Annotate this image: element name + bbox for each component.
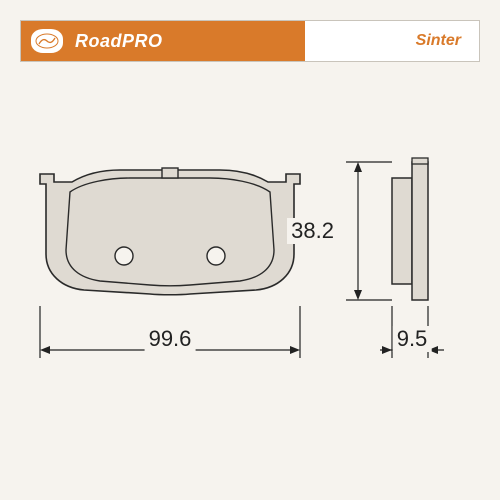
header-right: Sinter xyxy=(305,21,479,61)
dimension-height-value: 38.2 xyxy=(287,218,338,244)
compound-label: Sinter xyxy=(416,32,461,50)
header-bar: RoadPRO Sinter xyxy=(20,20,480,62)
brand-suffix: PRO xyxy=(122,31,163,51)
dimension-width: 99.6 xyxy=(40,340,300,380)
brake-pad-side-view xyxy=(392,162,432,300)
figure-canvas: RoadPRO Sinter xyxy=(0,0,500,500)
brand-prefix: Road xyxy=(75,31,122,51)
brake-pad-front-view xyxy=(40,170,300,295)
brand-label: RoadPRO xyxy=(75,31,163,52)
dimension-diagram: 99.6 38.2 xyxy=(20,100,480,470)
header-left: RoadPRO xyxy=(21,21,305,61)
brand-badge-icon xyxy=(31,29,63,53)
dimension-thickness: 9.5 xyxy=(384,340,440,380)
dimension-height: 38.2 xyxy=(340,162,380,300)
dimension-thickness-value: 9.5 xyxy=(393,326,432,352)
dimension-width-value: 99.6 xyxy=(145,326,196,352)
